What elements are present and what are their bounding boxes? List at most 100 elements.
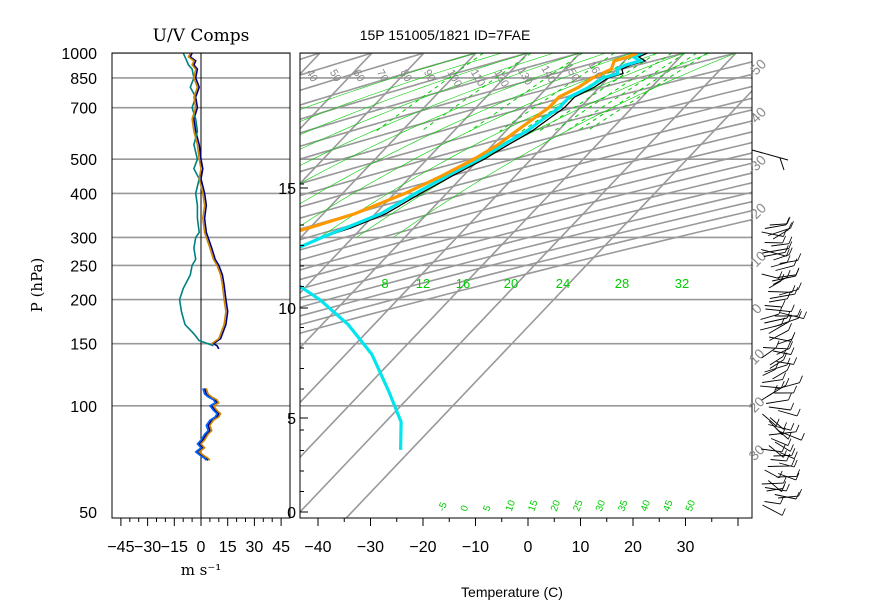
skewt-mixing-ratio-line: [538, 53, 657, 132]
skewt-moist-adiabat-label: 50: [684, 498, 698, 513]
wind-barb: [764, 305, 783, 308]
wind-barb-feather: [788, 323, 792, 331]
wind-barb: [768, 227, 791, 236]
skewt-dry-adiabat-label: 70: [374, 68, 391, 85]
skewt-moist-adiabat: [300, 53, 555, 150]
skewt-height-tick-label: 15: [278, 181, 296, 198]
skewt-dry-adiabat: [300, 120, 752, 241]
wind-barb: [766, 399, 789, 404]
skewt-mixing-ratio-line: [586, 53, 708, 132]
skewt-dry-adiabat: [300, 53, 636, 148]
skewt-dry-adiabat: [300, 97, 752, 219]
wind-barb-feather: [799, 375, 803, 383]
wind-barb-feather: [796, 469, 801, 477]
skewt-isotherm: [300, 53, 634, 404]
skewt-mixing-ratio-line: [375, 53, 484, 132]
skewt-mixing-ratio-line: [499, 53, 615, 132]
skewt-isotherm: [300, 53, 530, 295]
skewt-moist-adiabat-label: 30: [594, 498, 608, 513]
wind-barb-feather: [783, 475, 787, 484]
wind-barb-feather: [786, 453, 791, 462]
wind-barb-feather: [788, 392, 792, 401]
skewt-x-tick-label: 10: [572, 539, 590, 556]
skewt-dry-adiabat: [300, 61, 752, 185]
skewt-dry-adiabat: [300, 141, 752, 261]
skewt-mixing-ratio-label: 24: [556, 276, 570, 291]
wind-barb-feather: [788, 247, 793, 255]
wind-barb: [768, 431, 797, 436]
uv-xlabel: m s⁻¹: [181, 561, 222, 579]
skewt-x-tick-label: 30: [677, 539, 695, 556]
wind-barb: [762, 379, 783, 383]
skewt-moist-adiabat-label: 40: [639, 498, 653, 513]
skewt-xlabel: Temperature (C): [461, 584, 563, 600]
wind-barb-feather: [788, 241, 793, 249]
skewt-mixing-ratio-label: 12: [416, 276, 430, 291]
wind-barb-feather: [784, 245, 789, 253]
skewt-panel: 40 50 60 70 80 90 100 110 120 130 140 150 160 -50-40-…: [0, 27, 807, 600]
wind-barb: [768, 406, 791, 411]
skewt-moist-adiabat-label: 15: [526, 498, 540, 513]
wind-barb: [769, 329, 789, 341]
wind-barb-feather: [780, 380, 785, 389]
skewt-x-tick-label: −40: [304, 539, 331, 556]
wind-barb-feather: [798, 311, 802, 319]
skewt-dry-adiabat-label: 90: [421, 68, 438, 85]
skewt-height-ticks: 0 5 10 15: [278, 181, 308, 522]
wind-barb-feather: [790, 221, 794, 229]
skewt-moist-adiabat: [300, 53, 503, 122]
skewt-dry-adiabat: [300, 172, 752, 290]
skewt-moist-adiabat: [300, 53, 529, 136]
skewt-dry-adiabat: [300, 53, 532, 121]
wind-barb-feather: [790, 347, 795, 355]
wind-barb: [772, 276, 788, 285]
skewt-isotherm: [300, 53, 374, 130]
wind-barb-feather: [785, 217, 790, 225]
wind-barb-feather: [782, 481, 787, 489]
wind-barb: [779, 259, 798, 264]
wind-barb-feather: [795, 268, 800, 277]
wind-barb-feather: [790, 304, 795, 312]
wind-barb: [764, 224, 787, 229]
wind-barb: [765, 308, 792, 313]
wind-barb: [772, 229, 789, 240]
skewt-isotherm: [300, 53, 322, 76]
wind-barb-feather: [801, 433, 805, 441]
wind-barb: [767, 465, 792, 467]
skewt-dry-adiabat: [300, 209, 752, 326]
uv-y-tick-label: 300: [70, 230, 97, 247]
skewt-dry-adiabat: [300, 53, 688, 160]
wind-barb-feather: [795, 472, 800, 481]
skewt-dry-adiabat: [300, 53, 740, 173]
wind-barb: [768, 424, 791, 431]
skewt-isotherm: [300, 53, 738, 514]
skewt-profile-1: [300, 53, 645, 450]
skewt-x-ticks: −40 −30 −20 −10 0 10 20 30: [304, 518, 739, 556]
wind-barb-feather: [793, 258, 798, 266]
uv-series-line-0: [189, 53, 229, 350]
skewt-isotherm-label: 20: [745, 393, 767, 415]
skewt-mixing-ratio-line: [576, 53, 698, 132]
wind-barb: [763, 251, 786, 257]
skewt-profile-0: [300, 53, 648, 247]
wind-barb: [771, 243, 789, 247]
wind-barb-feather: [790, 402, 795, 411]
wind-barb-feather: [803, 311, 807, 319]
wind-barb: [769, 293, 795, 299]
skewt-moist-adiabat-label: 45: [661, 498, 675, 513]
wind-barb-feather: [783, 229, 787, 237]
wind-barb-feather: [794, 286, 799, 295]
wind-barb: [761, 391, 775, 401]
skewt-dry-adiabat: [300, 109, 752, 230]
uv-x-tick-label: −30: [134, 539, 161, 556]
uv-series-line-1: [178, 53, 214, 347]
wind-barb-feather: [782, 349, 787, 357]
wind-barb: [760, 448, 783, 453]
skewt-x-tick-label: 0: [524, 539, 533, 556]
skewt-moist-adiabat: [300, 53, 581, 166]
wind-barb-feather: [788, 236, 793, 244]
skewt-dry-adiabat: [300, 191, 752, 309]
skewt-isotherm: [0, 46, 119, 547]
wind-barb-feather: [786, 357, 791, 366]
